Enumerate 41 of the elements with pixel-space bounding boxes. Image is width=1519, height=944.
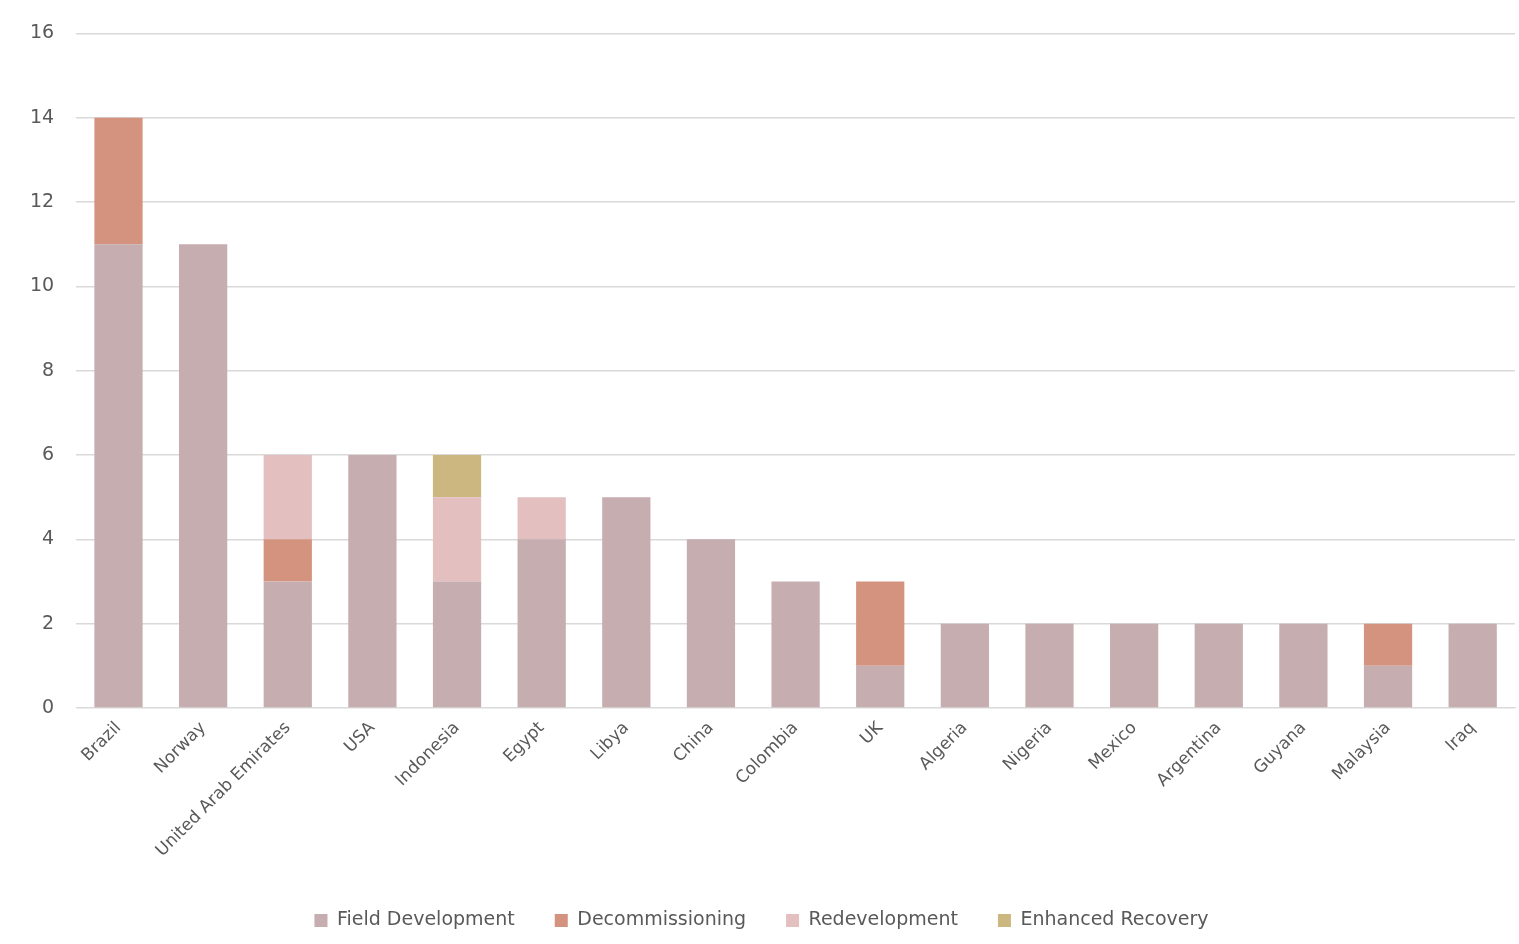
legend-label: Enhanced Recovery bbox=[1020, 907, 1209, 930]
bar bbox=[1279, 623, 1328, 708]
y-tick-label: 0 bbox=[42, 694, 55, 717]
bar bbox=[432, 497, 482, 582]
x-tick-label: Iraq bbox=[1441, 716, 1479, 755]
bar bbox=[179, 244, 228, 708]
bar bbox=[432, 454, 482, 498]
bar bbox=[1194, 623, 1243, 708]
x-tick-label: UK bbox=[855, 716, 887, 748]
bar bbox=[602, 497, 651, 708]
bar bbox=[94, 244, 143, 708]
y-tick-label: 2 bbox=[42, 610, 55, 633]
y-tick-label: 10 bbox=[29, 273, 55, 296]
bar bbox=[1448, 623, 1497, 708]
bar bbox=[517, 497, 566, 540]
bar bbox=[348, 454, 397, 708]
legend-label: Field Development bbox=[336, 907, 515, 930]
bar bbox=[432, 581, 482, 708]
bar bbox=[856, 665, 905, 708]
bar bbox=[263, 581, 312, 708]
y-tick-label: 6 bbox=[42, 441, 55, 464]
y-tick-label: 14 bbox=[29, 104, 55, 127]
y-tick-label: 12 bbox=[29, 188, 55, 211]
legend-label: Decommissioning bbox=[577, 907, 747, 930]
bar bbox=[263, 454, 312, 540]
y-tick-label: 8 bbox=[42, 357, 55, 380]
bar bbox=[1025, 623, 1074, 708]
bar bbox=[940, 623, 989, 708]
bar bbox=[771, 581, 820, 708]
y-tick-label: 16 bbox=[29, 20, 55, 43]
bar bbox=[263, 539, 312, 582]
y-tick-label: 4 bbox=[42, 526, 55, 549]
bar bbox=[1363, 623, 1413, 666]
bar bbox=[517, 539, 566, 708]
bar bbox=[1110, 623, 1159, 708]
legend-label: Redevelopment bbox=[808, 907, 958, 930]
bar bbox=[1363, 665, 1413, 708]
bar bbox=[856, 581, 905, 666]
bar bbox=[94, 117, 143, 245]
bar bbox=[686, 539, 736, 708]
x-tick-label: USA bbox=[339, 716, 379, 756]
